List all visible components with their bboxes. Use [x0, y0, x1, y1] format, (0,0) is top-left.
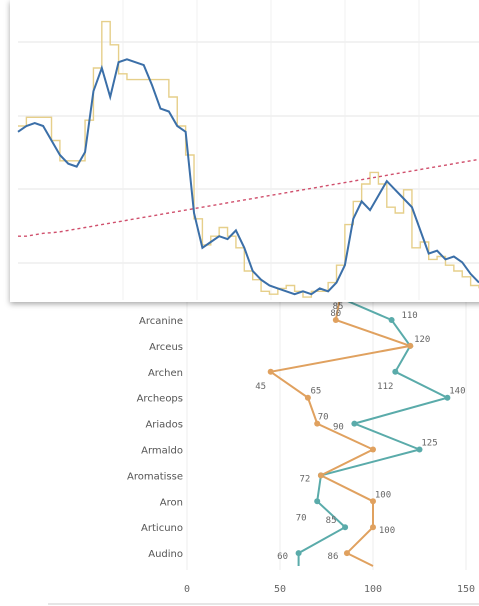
data-point-teal: [342, 524, 349, 531]
data-point-orange: [370, 446, 376, 453]
value-label-orange: 70: [318, 413, 329, 423]
value-label-orange: 100: [379, 526, 395, 536]
x-tick-label: 150: [457, 584, 475, 595]
data-point-teal: [392, 368, 399, 375]
x-tick-label: 100: [364, 584, 382, 595]
value-label-teal: 110: [401, 311, 417, 321]
overlay-series-step: [18, 20, 479, 298]
dot-chart-lines: [268, 299, 451, 567]
category-label: Audino: [148, 549, 183, 560]
x-tick-label: 50: [274, 584, 286, 595]
data-point-orange: [370, 524, 376, 531]
data-point-orange: [304, 394, 311, 401]
data-point-orange: [314, 420, 321, 427]
data-point-orange: [267, 368, 274, 375]
series-line-orange: [268, 299, 415, 567]
category-label: Armaldo: [141, 446, 183, 457]
data-point-orange: [343, 550, 350, 557]
overlay-line-chart: [10, 0, 479, 302]
category-label: Aromatisse: [127, 471, 183, 482]
data-point-orange: [407, 342, 414, 349]
overlay-chart-grid: [18, 0, 479, 300]
value-label-top: 85: [333, 302, 344, 312]
value-label-orange: 45: [255, 382, 266, 392]
data-point-teal: [351, 420, 358, 427]
dot-chart-value-labels: 110 112 140 90 125 72 70 85 60 80 120 45 65 70 100 100 8…: [255, 302, 465, 562]
x-tick-label: 0: [184, 584, 190, 595]
value-label-teal: 125: [421, 439, 437, 449]
category-label: Articuno: [141, 523, 183, 534]
dot-chart-category-labels: Arcanine Arceus Archen Archeops Ariados Armal…: [127, 316, 183, 560]
category-label: Arcanine: [139, 316, 183, 327]
data-point-orange: [370, 498, 376, 505]
value-label-teal: 112: [377, 382, 393, 392]
category-label: Archen: [148, 368, 183, 379]
data-point-teal: [295, 550, 302, 557]
data-point-orange: [332, 317, 339, 323]
data-point-teal: [444, 394, 451, 401]
category-label: Arceus: [149, 342, 183, 353]
data-point-orange: [317, 472, 324, 479]
value-label-teal: 85: [326, 516, 337, 526]
value-label-orange: 120: [414, 335, 430, 345]
value-label-teal: 140: [449, 387, 465, 397]
dot-chart: 110 112 140 90 125 72 70 85 60 80 120 45 65 70 100 100 8…: [48, 299, 479, 605]
value-label-teal: 90: [333, 423, 344, 433]
category-label: Ariados: [145, 420, 183, 431]
value-label-orange: 86: [328, 552, 339, 562]
value-label-teal: 60: [277, 552, 288, 562]
category-label: Archeops: [137, 394, 183, 405]
value-label-orange: 80: [330, 309, 341, 319]
value-label-orange: 65: [310, 387, 321, 397]
dot-chart-x-ticks: 0 50 100 150: [184, 584, 475, 595]
overlay-chart-series: [17, 20, 479, 298]
value-label-orange: 100: [375, 490, 391, 500]
value-label-teal: 72: [299, 474, 310, 484]
series-line-teal: [297, 299, 451, 566]
overlay-series-smooth: [17, 58, 479, 296]
dot-chart-points: [267, 317, 451, 557]
data-point-teal: [416, 446, 423, 453]
data-point-teal: [388, 317, 395, 323]
data-point-teal: [314, 498, 321, 505]
value-label-teal: 70: [296, 513, 307, 523]
category-label: Aron: [160, 497, 183, 508]
dot-chart-grid: [186, 300, 467, 570]
